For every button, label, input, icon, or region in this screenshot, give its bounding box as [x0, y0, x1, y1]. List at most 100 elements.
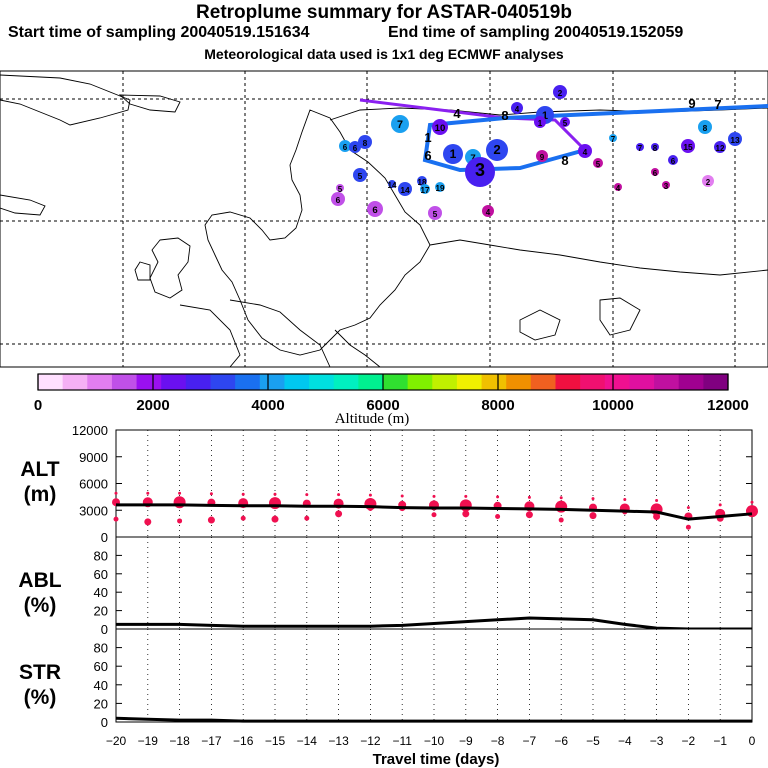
cluster-marker	[651, 143, 659, 151]
cluster-label: 3	[475, 160, 485, 180]
cluster-marker	[398, 182, 412, 196]
colorbar-label: Altitude (m)	[335, 411, 410, 427]
page-title: Retroplume summary for ASTAR-040519b	[196, 2, 572, 23]
panel-label-name: STR	[19, 661, 61, 684]
cluster-marker	[443, 144, 463, 164]
colorbar-cell	[555, 374, 581, 390]
y-tick-label: 20	[94, 696, 108, 711]
cluster-label: 1	[450, 147, 457, 161]
cluster-marker	[553, 85, 567, 99]
x-tick-label: −15	[265, 734, 286, 748]
cluster-label: 5	[433, 209, 438, 219]
x-tick-label: −3	[650, 734, 664, 748]
altitude-marker	[146, 491, 150, 495]
altitude-marker	[178, 491, 182, 495]
cluster-label: 8	[561, 153, 568, 168]
cluster-label: 1	[538, 119, 543, 128]
altitude-marker	[495, 513, 501, 519]
cluster-label: 15	[683, 142, 693, 152]
cluster-label: 4	[583, 147, 588, 157]
cluster-label: 5	[596, 160, 601, 169]
cluster-marker	[432, 119, 448, 135]
cluster-marker	[681, 139, 695, 153]
svalbard-coast	[118, 94, 181, 113]
x-tick-label: −8	[491, 734, 505, 748]
altitude-marker	[655, 498, 659, 502]
cluster-marker	[593, 158, 603, 168]
y-tick-label: 12000	[72, 423, 108, 438]
x-tick-label: −1	[713, 734, 727, 748]
colorbar-cell	[284, 374, 310, 390]
cluster-marker	[349, 141, 361, 153]
altitude-marker	[496, 495, 500, 499]
altitude-marker	[241, 492, 245, 496]
x-tick-label: −4	[618, 734, 632, 748]
colorbar: 0 2000 4000 6000 8000 10000 12000 Altitude (m)	[34, 373, 749, 427]
x-tick-label: −6	[554, 734, 568, 748]
cluster-label: 6	[353, 144, 358, 153]
colorbar-tick-label: 10000	[592, 397, 634, 414]
caspian-coast	[599, 297, 641, 336]
cluster-label: 4	[453, 106, 461, 121]
colorbar-cell	[407, 374, 433, 390]
x-tick-label: −5	[586, 734, 600, 748]
map-frame	[0, 70, 768, 368]
altitude-marker	[240, 515, 246, 521]
altitude-marker	[337, 493, 341, 497]
colorbar-cell	[87, 374, 113, 390]
panel-label-unit: (%)	[24, 594, 57, 617]
altitude-marker	[304, 515, 310, 521]
cluster-marker	[388, 180, 396, 188]
y-tick-label: 20	[94, 604, 108, 619]
altitude-marker	[527, 495, 531, 499]
cluster-label: 9	[540, 153, 545, 162]
colorbar-cell	[654, 374, 680, 390]
cluster-label: 7	[470, 153, 475, 164]
britain-coast	[149, 237, 191, 299]
time-series-panels: 120009000600030000ALT(m)806040200ABL(%)8…	[18, 423, 758, 748]
cluster-label: 8	[703, 123, 708, 133]
cluster-marker	[662, 181, 670, 189]
cluster-marker	[435, 182, 445, 192]
colorbar-cell	[136, 374, 162, 390]
cluster-label: 4	[515, 105, 520, 114]
y-tick-label: 0	[101, 530, 108, 545]
colorbar-cell	[530, 374, 556, 390]
cluster-label: 19	[436, 184, 445, 193]
colorbar-cell	[161, 374, 187, 390]
altitude-marker	[113, 516, 119, 522]
colorbar-cell	[580, 374, 606, 390]
x-tick-label: 0	[749, 734, 756, 748]
scandinavia-coast	[204, 109, 431, 356]
colorbar-cell	[185, 374, 211, 390]
cluster-label: 6	[424, 148, 431, 163]
cluster-marker	[698, 120, 712, 134]
panel-alt: 12000 9000 6000 3000 0 ALT(m)	[20, 423, 758, 545]
cluster-marker	[420, 184, 430, 194]
colorbar-cell	[604, 374, 630, 390]
cluster-marker	[636, 143, 644, 151]
altitude-marker	[368, 493, 372, 497]
cluster-label: 2	[706, 178, 711, 187]
cluster-marker	[391, 115, 409, 133]
x-tick-label: −17	[201, 734, 222, 748]
cluster-label: 4	[616, 184, 621, 193]
colorbar-cell	[259, 374, 285, 390]
y-tick-label: 60	[94, 567, 108, 582]
colorbar-cell	[678, 374, 704, 390]
cluster-label: 5	[563, 119, 568, 128]
altitude-marker	[653, 512, 661, 520]
cluster-label: 17	[421, 186, 430, 195]
x-tick-label: −12	[360, 734, 381, 748]
altitude-marker	[305, 493, 309, 497]
altitude-marker	[525, 511, 533, 519]
colorbar-cells	[38, 374, 729, 390]
x-tick-label: −19	[138, 734, 159, 748]
series-line-alt	[116, 503, 753, 521]
cluster-marker	[367, 201, 383, 217]
coastlines	[0, 74, 768, 368]
altitude-marker	[718, 503, 722, 507]
altitude-marker	[462, 510, 470, 518]
cluster-label: 14	[400, 185, 410, 195]
colorbar-cell	[432, 374, 458, 390]
